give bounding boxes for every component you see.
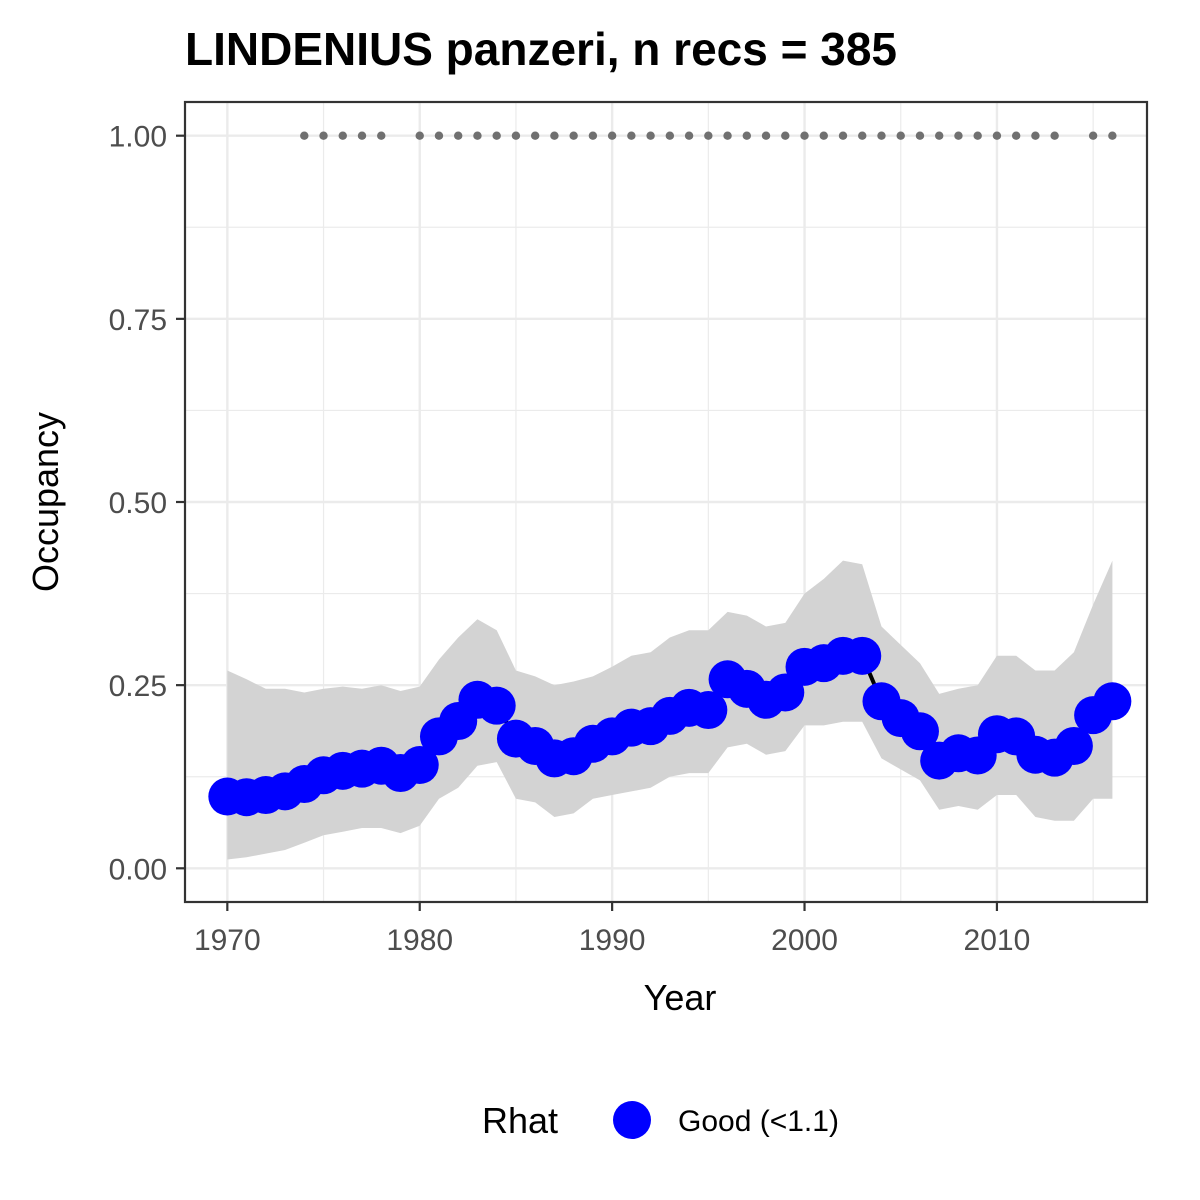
x-tick-label: 1980 bbox=[386, 924, 453, 957]
record-dot bbox=[319, 131, 328, 140]
x-axis-title: Year bbox=[644, 977, 717, 1018]
legend-label-good: Good (<1.1) bbox=[678, 1105, 839, 1138]
record-dot bbox=[800, 131, 809, 140]
y-tick-label: 0.00 bbox=[109, 853, 167, 886]
y-tick-label: 1.00 bbox=[109, 121, 167, 154]
record-dot bbox=[1088, 131, 1098, 140]
data-point bbox=[400, 746, 439, 785]
record-dot bbox=[377, 131, 386, 140]
record-dot bbox=[607, 131, 617, 140]
record-dot bbox=[915, 131, 925, 140]
record-dot bbox=[415, 131, 424, 140]
record-dot bbox=[569, 131, 578, 140]
record-dot bbox=[338, 131, 347, 140]
record-dot bbox=[877, 131, 886, 140]
record-dot bbox=[357, 131, 367, 140]
legend-key-good bbox=[613, 1101, 651, 1139]
record-dot bbox=[819, 131, 828, 140]
y-tick-label: 0.75 bbox=[109, 304, 167, 337]
record-dot bbox=[665, 131, 675, 140]
legend: Rhat Good (<1.1) bbox=[482, 1100, 839, 1141]
record-dot bbox=[858, 131, 867, 140]
data-point bbox=[900, 712, 939, 751]
x-tick-label: 1970 bbox=[194, 924, 261, 957]
record-dot bbox=[646, 131, 655, 140]
data-point bbox=[477, 686, 516, 725]
record-dot bbox=[973, 131, 982, 140]
record-dot bbox=[761, 131, 771, 140]
data-points-layer bbox=[208, 636, 1132, 817]
record-dot bbox=[434, 131, 444, 140]
x-tick-label: 2000 bbox=[771, 924, 838, 957]
axes: 1970 1980 1990 2000 2010 0.00 0.25 0.50 0.75 1.00 bbox=[109, 121, 1031, 957]
y-tick-label: 0.50 bbox=[109, 487, 167, 520]
record-dot bbox=[684, 131, 694, 140]
record-dot bbox=[473, 131, 482, 140]
record-dots-layer bbox=[300, 131, 1117, 140]
y-tick-label: 0.25 bbox=[109, 670, 167, 703]
record-dot bbox=[627, 131, 636, 140]
data-point bbox=[843, 636, 882, 675]
record-dot bbox=[896, 131, 905, 140]
record-dot bbox=[1011, 131, 1021, 140]
record-dot bbox=[588, 131, 598, 140]
data-point bbox=[1054, 726, 1093, 765]
y-axis-title: Occupancy bbox=[25, 412, 66, 592]
chart-title: LINDENIUS panzeri, n recs = 385 bbox=[185, 23, 897, 75]
record-dot bbox=[838, 131, 848, 140]
record-dot bbox=[781, 131, 790, 140]
legend-title: Rhat bbox=[482, 1100, 558, 1141]
record-dot bbox=[723, 131, 732, 140]
x-tick-label: 2010 bbox=[964, 924, 1031, 957]
record-dot bbox=[1050, 131, 1059, 140]
record-dot bbox=[704, 131, 713, 140]
record-dot bbox=[454, 131, 463, 140]
record-dot bbox=[1031, 131, 1040, 140]
record-dot bbox=[935, 131, 944, 140]
record-dot bbox=[550, 131, 559, 140]
record-dot bbox=[300, 131, 309, 140]
record-dot bbox=[492, 131, 501, 140]
record-dot bbox=[530, 131, 540, 140]
record-dot bbox=[992, 131, 1002, 140]
record-dot bbox=[954, 131, 963, 140]
data-point bbox=[1093, 682, 1132, 721]
data-point bbox=[689, 691, 728, 730]
record-dot bbox=[742, 131, 752, 140]
record-dot bbox=[511, 131, 521, 140]
x-tick-label: 1990 bbox=[579, 924, 646, 957]
record-dot bbox=[1108, 131, 1117, 140]
